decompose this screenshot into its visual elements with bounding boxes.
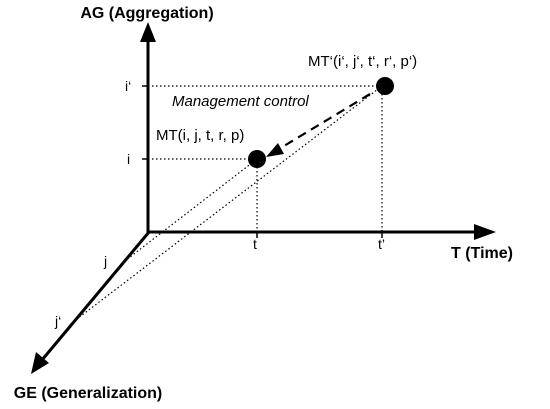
axes (31, 22, 496, 374)
management-control-arrow (266, 93, 371, 157)
tick-label-i: i (127, 151, 130, 167)
management-control-line (273, 93, 371, 153)
j-prime-projection (72, 85, 383, 323)
tick-label-t-prime: t’ (378, 236, 385, 252)
generalization-axis (40, 231, 151, 361)
projection-lines (72, 85, 383, 323)
mt-prime-point-label: MT‘(i‘, j‘, t‘, r‘, p‘) (308, 53, 417, 70)
generalization-axis-arrowhead (31, 352, 49, 374)
tick-label-i-prime: i‘ (125, 78, 131, 94)
j-projection (120, 158, 258, 265)
tick-marks (142, 85, 383, 238)
time-axis-title: T (Time) (451, 245, 513, 262)
time-axis-arrowhead (474, 224, 496, 240)
management-control-label: Management control (172, 93, 309, 110)
aggregation-axis-arrowhead (140, 22, 156, 42)
generalization-axis-title: GE (Generalization) (14, 385, 162, 402)
mt-point-label: MT(i, j, t, r, p) (156, 127, 244, 144)
mt-point (248, 150, 266, 168)
tick-label-j-prime: j‘ (54, 313, 61, 329)
tick-label-j: j (103, 253, 107, 269)
management-control-arrowhead (266, 143, 284, 157)
mt-prime-point (376, 77, 394, 95)
tick-label-t: t (253, 236, 257, 252)
aggregation-axis-title: AG (Aggregation) (80, 5, 213, 22)
